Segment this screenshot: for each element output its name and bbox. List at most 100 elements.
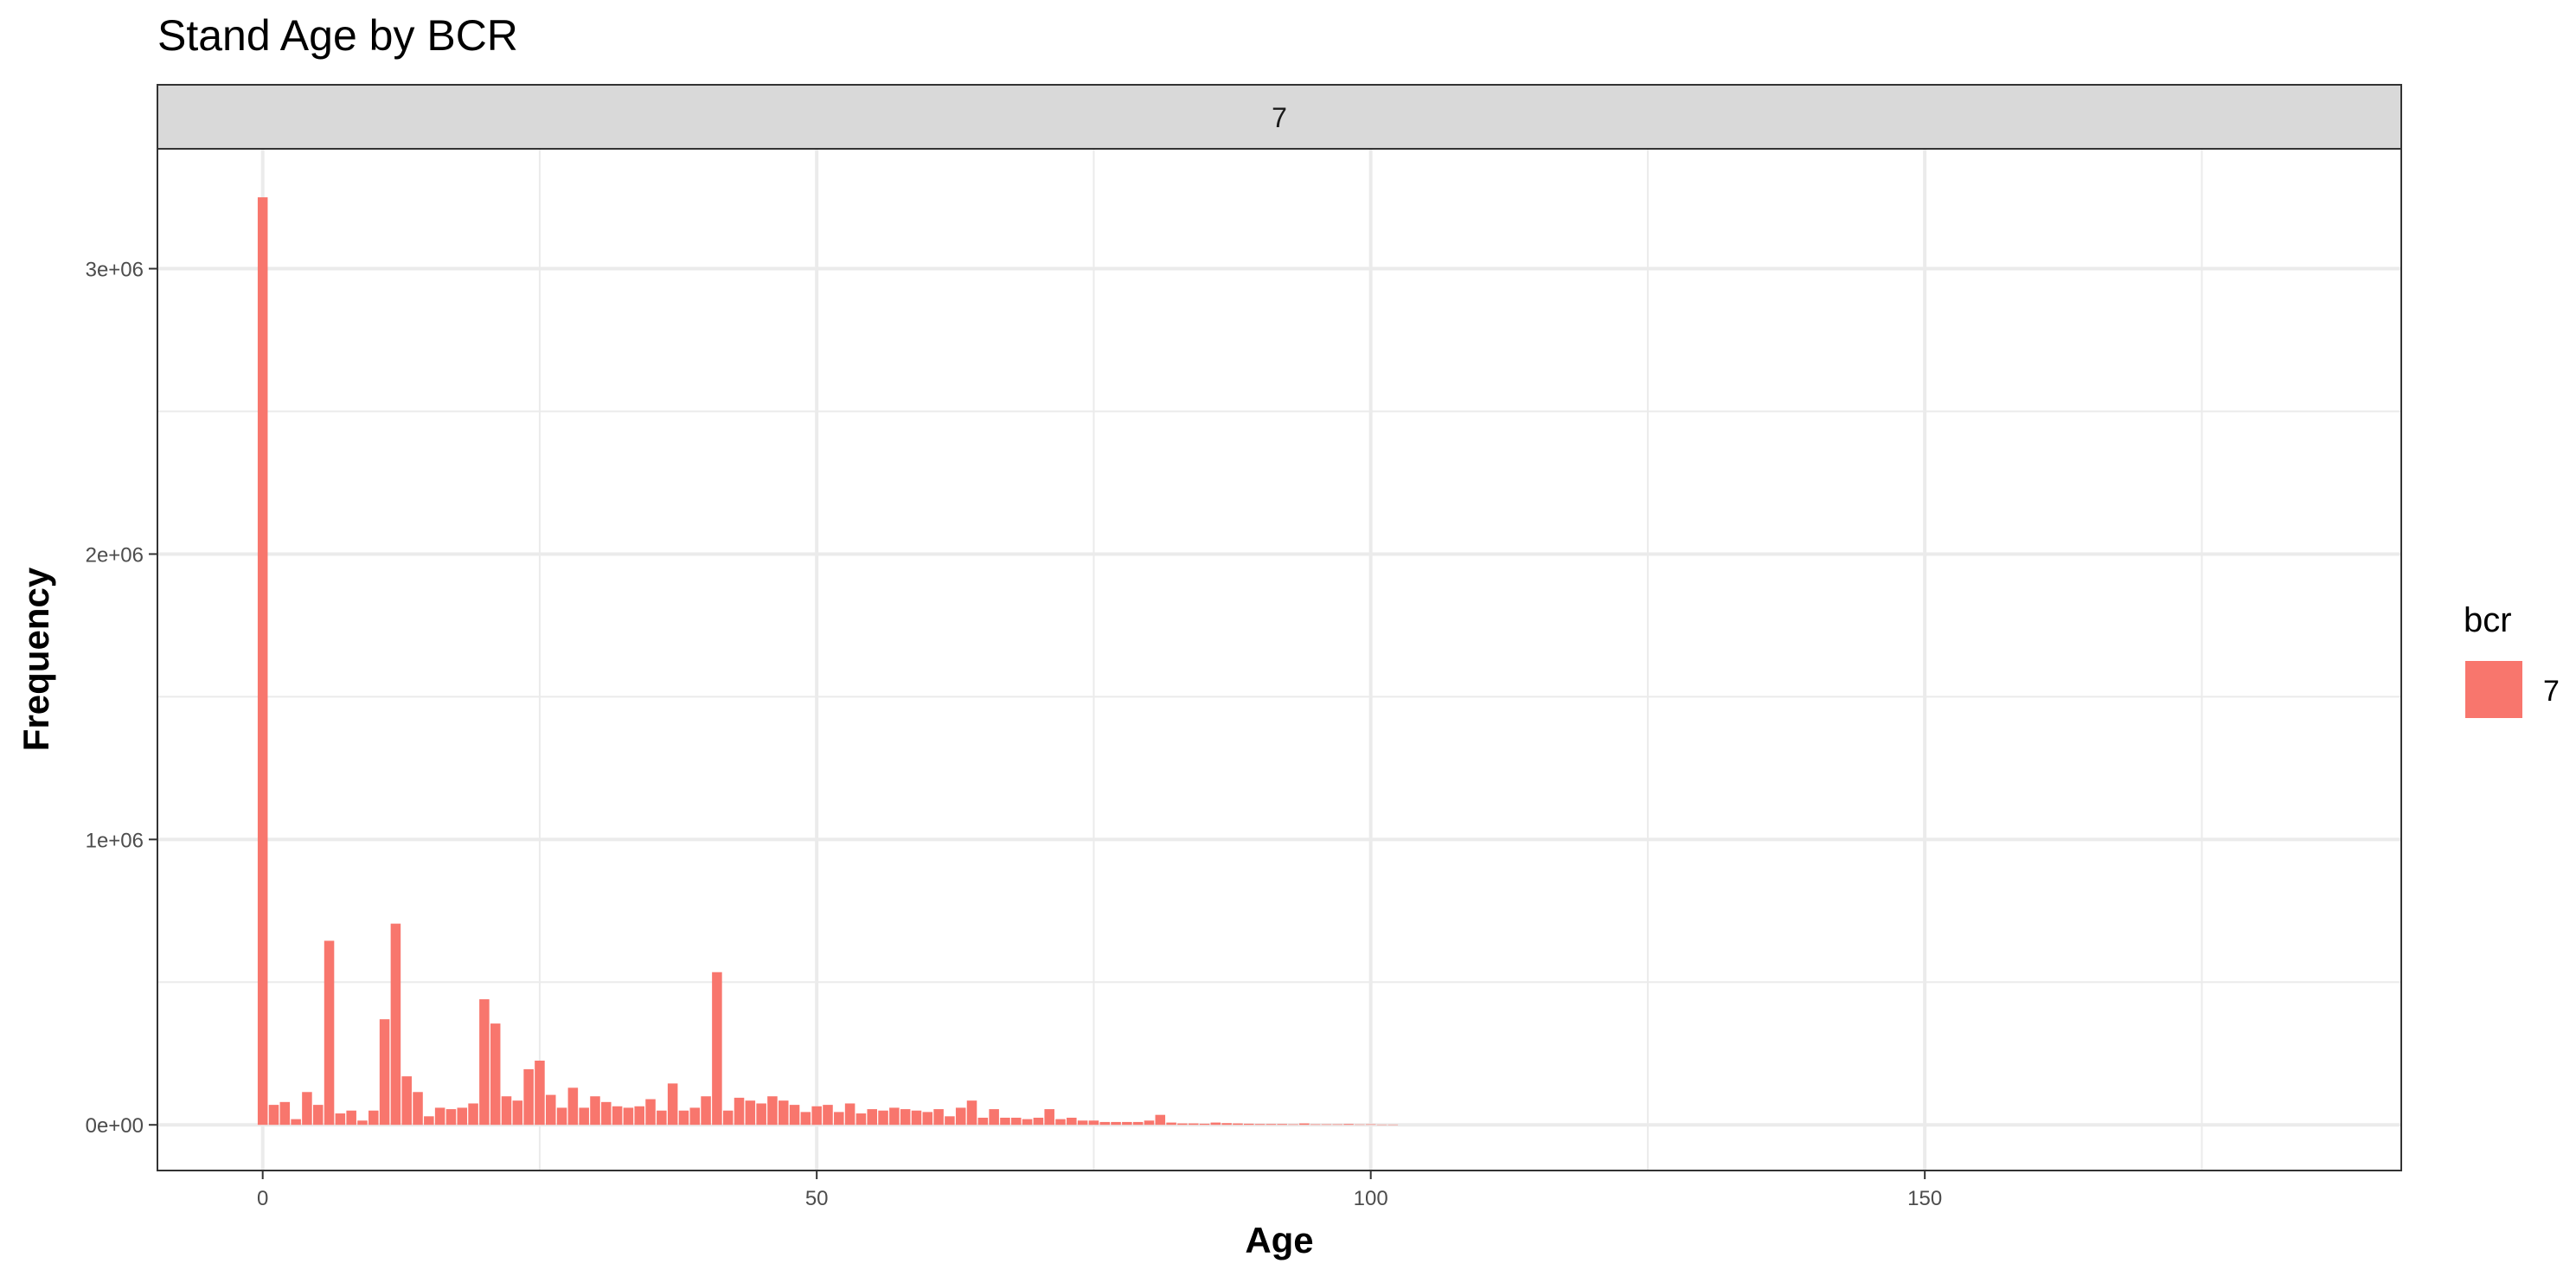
histogram-bar <box>789 1105 800 1126</box>
histogram-bar <box>889 1107 900 1126</box>
histogram-bar <box>945 1116 955 1126</box>
histogram-bar <box>445 1109 457 1126</box>
x-tick-label: 150 <box>1907 1187 1942 1210</box>
histogram-bar <box>1233 1123 1243 1126</box>
x-tick-label: 50 <box>805 1187 829 1210</box>
histogram-bar <box>1033 1117 1044 1126</box>
histogram-bar <box>1365 1124 1376 1126</box>
histogram-bar <box>590 1096 600 1126</box>
histogram-bar <box>1099 1121 1111 1126</box>
chart-title: Stand Age by BCR <box>157 11 518 60</box>
histogram-bar <box>745 1100 756 1126</box>
histogram-bar <box>911 1110 922 1126</box>
histogram-bar <box>1166 1122 1176 1126</box>
histogram-bar <box>1055 1119 1066 1126</box>
x-tick-label: 100 <box>1354 1187 1388 1210</box>
histogram-bar <box>390 923 401 1126</box>
histogram-bar <box>1111 1121 1121 1126</box>
y-axis-title: Frequency <box>16 567 56 751</box>
histogram-bar <box>734 1097 745 1126</box>
legend-swatch <box>2465 661 2522 718</box>
histogram-bar <box>1177 1123 1188 1126</box>
histogram-bar <box>657 1110 667 1126</box>
x-tick-label: 0 <box>257 1187 268 1210</box>
histogram-bar <box>1077 1120 1088 1126</box>
histogram-bar <box>1022 1119 1033 1126</box>
histogram-bar <box>701 1096 711 1126</box>
histogram-bar <box>712 972 722 1126</box>
histogram-bar <box>634 1106 644 1126</box>
histogram-bar <box>335 1113 346 1126</box>
histogram-bar <box>434 1107 445 1126</box>
histogram-bar <box>324 940 335 1126</box>
histogram-bar <box>1355 1124 1365 1126</box>
histogram-bar <box>1376 1124 1387 1126</box>
histogram-bar <box>1044 1109 1054 1126</box>
histogram-bar <box>767 1096 778 1126</box>
histogram-bar <box>855 1113 867 1126</box>
histogram-bar <box>501 1096 512 1126</box>
histogram-bar <box>1387 1124 1399 1126</box>
y-tick-label: 1e+06 <box>86 829 144 852</box>
histogram-bar <box>800 1112 811 1126</box>
x-axis-title: Age <box>1245 1220 1313 1260</box>
legend-label: 7 <box>2543 675 2560 708</box>
histogram-bar <box>579 1107 589 1126</box>
histogram-bar <box>811 1106 822 1126</box>
legend-title: bcr <box>2464 601 2512 639</box>
y-tick-label: 3e+06 <box>86 259 144 282</box>
histogram-bar <box>1299 1123 1310 1126</box>
histogram-bar <box>900 1109 911 1126</box>
histogram-bar <box>1132 1121 1144 1126</box>
histogram-bar <box>989 1109 999 1126</box>
histogram-bar <box>291 1119 301 1126</box>
histogram-bar <box>1221 1123 1232 1126</box>
histogram-bar <box>1210 1122 1221 1126</box>
histogram-bar <box>1254 1124 1266 1126</box>
histogram-bar <box>545 1094 556 1126</box>
histogram-bar <box>933 1109 944 1126</box>
histogram-bar <box>1155 1114 1166 1126</box>
histogram-bar <box>778 1100 789 1126</box>
histogram-bar <box>1332 1124 1343 1126</box>
histogram-bar <box>357 1120 368 1126</box>
histogram-bar <box>368 1110 379 1126</box>
histogram-bar <box>457 1107 468 1126</box>
histogram-bar <box>468 1103 478 1126</box>
histogram-bar <box>279 1101 291 1126</box>
histogram-bar <box>346 1110 356 1126</box>
histogram-bar <box>955 1107 966 1126</box>
y-tick-label: 0e+00 <box>86 1114 144 1138</box>
histogram-bar <box>1122 1121 1132 1126</box>
histogram-bar <box>645 1099 656 1126</box>
histogram-bar <box>922 1112 933 1126</box>
histogram-bar <box>1266 1124 1277 1126</box>
histogram-bar <box>413 1092 423 1126</box>
histogram-bar <box>257 197 268 1126</box>
histogram-bar <box>823 1105 833 1126</box>
histogram-bar <box>678 1110 689 1126</box>
x-axis: 0 50 100 150 <box>257 1171 1942 1210</box>
histogram-bar <box>612 1106 623 1126</box>
y-axis: 0e+00 1e+06 2e+06 3e+06 <box>86 259 157 1138</box>
histogram-bar <box>401 1076 412 1126</box>
histogram-bar <box>379 1019 390 1126</box>
histogram-bars <box>257 197 1399 1126</box>
histogram-bar <box>601 1101 612 1126</box>
facet-strip <box>157 84 2402 150</box>
histogram-bar <box>567 1087 579 1126</box>
histogram-bar <box>977 1117 989 1126</box>
histogram-bar <box>1088 1120 1099 1126</box>
histogram-bar <box>1310 1124 1321 1126</box>
histogram-bar <box>1244 1123 1254 1126</box>
histogram-bar <box>1011 1117 1022 1126</box>
plot-panel-border <box>157 148 2402 1171</box>
histogram-bar <box>1277 1124 1287 1126</box>
histogram-bar <box>689 1107 701 1126</box>
histogram-bar <box>312 1105 324 1126</box>
histogram-bar <box>490 1023 501 1126</box>
histogram-bar <box>512 1100 523 1126</box>
histogram-bar <box>1321 1124 1332 1126</box>
grid-lines <box>157 149 2401 1171</box>
